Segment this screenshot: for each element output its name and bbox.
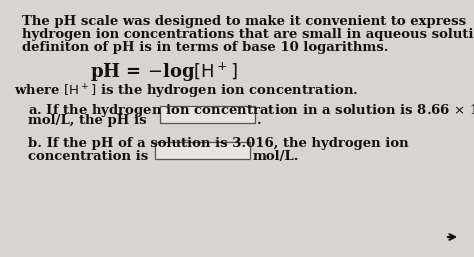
Text: The pH scale was designed to make it convenient to express: The pH scale was designed to make it con… [22, 15, 466, 28]
Text: pH = $-$log$\left[\mathrm{H}^+\right]$: pH = $-$log$\left[\mathrm{H}^+\right]$ [90, 61, 238, 84]
Text: mol/L, the pH is: mol/L, the pH is [28, 114, 146, 127]
Text: where $\left[\mathrm{H}^+\right]$ is the hydrogen ion concentration.: where $\left[\mathrm{H}^+\right]$ is the… [14, 83, 358, 101]
Text: definiton of pH is in terms of base 10 logarithms.: definiton of pH is in terms of base 10 l… [22, 41, 389, 54]
Text: hydrogen ion concentrations that are small in aqueous solutions. The: hydrogen ion concentrations that are sma… [22, 28, 474, 41]
Bar [155, 142, 250, 159]
Text: b. If the pH of a solution is 3.016, the hydrogen ion: b. If the pH of a solution is 3.016, the… [28, 137, 409, 150]
Text: concentration is: concentration is [28, 150, 148, 163]
Bar [160, 106, 255, 123]
Text: mol/L.: mol/L. [253, 150, 300, 163]
Text: .: . [257, 114, 262, 127]
Text: a. If the hydrogen ion concentration in a solution is 8.66 $\times$ 10$^{-4}$: a. If the hydrogen ion concentration in … [28, 101, 474, 121]
